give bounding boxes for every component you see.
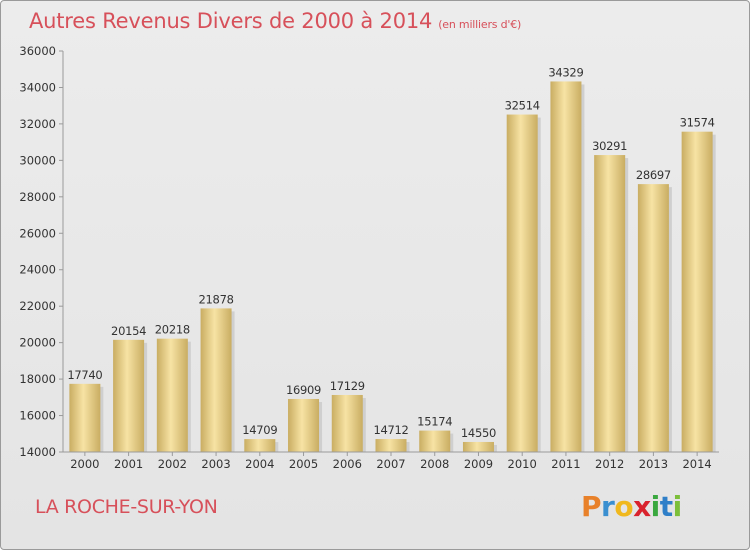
x-tick-label: 2001 — [114, 457, 143, 471]
bar — [156, 338, 188, 452]
y-tick-label: 30000 — [19, 153, 56, 167]
bar-value-label: 15174 — [417, 415, 452, 429]
bar-value-label: 30291 — [592, 139, 627, 153]
logo-letter: t — [659, 490, 673, 523]
chart-title-text: Autres Revenus Divers de 2000 à 2014 — [29, 9, 433, 33]
x-tick-label: 2002 — [158, 457, 187, 471]
bar — [288, 398, 320, 452]
bar — [462, 441, 494, 452]
bar-value-label: 20154 — [111, 324, 146, 338]
y-tick-label: 22000 — [19, 299, 56, 313]
bar-value-label: 31574 — [680, 116, 715, 130]
x-tick-label: 2003 — [201, 457, 230, 471]
y-tick-label: 16000 — [19, 409, 56, 423]
x-axis: 2000 2001 2002 2003 2004 2005 2006 2007 2008 2009… — [63, 451, 719, 471]
bar — [375, 439, 407, 452]
x-tick-label: 2011 — [551, 457, 580, 471]
proxiti-logo: Proxiti — [581, 490, 682, 523]
x-tick-label: 2010 — [508, 457, 537, 471]
bar-value-label: 20218 — [155, 323, 190, 337]
bar — [681, 131, 713, 453]
x-tick-label: 2000 — [70, 457, 99, 471]
y-tick-label: 28000 — [19, 190, 56, 204]
bar-series: 17740 20154 20218 21878 14709 16909 17129 14712… — [67, 65, 716, 453]
y-tick-label: 32000 — [19, 117, 56, 131]
bar — [200, 308, 232, 452]
y-tick-label: 34000 — [19, 80, 56, 94]
bar — [506, 114, 538, 452]
x-tick-label: 2013 — [639, 457, 668, 471]
x-tick-label: 2008 — [420, 457, 449, 471]
bar-value-label: 17740 — [67, 368, 102, 382]
y-tick-label: 24000 — [19, 263, 56, 277]
city-name: LA ROCHE-SUR-YON — [35, 496, 218, 518]
bar-value-label: 14712 — [373, 423, 408, 437]
y-tick-label: 14000 — [19, 445, 56, 459]
y-tick-label: 36000 — [19, 44, 56, 58]
logo-letter: x — [633, 490, 651, 523]
bar — [550, 81, 582, 453]
bar-value-label: 21878 — [199, 292, 234, 306]
x-tick-label: 2012 — [595, 457, 624, 471]
x-tick-label: 2005 — [289, 457, 318, 471]
bar-value-label: 17129 — [330, 379, 365, 393]
logo-letter: i — [672, 490, 683, 523]
x-tick-label: 2007 — [376, 457, 405, 471]
bar — [331, 394, 363, 452]
logo-letter: o — [614, 490, 634, 523]
bar-value-label: 32514 — [505, 99, 540, 113]
logo-letter: i — [650, 490, 661, 523]
bar-value-label: 14709 — [242, 423, 277, 437]
bar-value-label: 34329 — [548, 65, 583, 79]
x-tick-label: 2006 — [333, 457, 362, 471]
y-tick-label: 20000 — [19, 336, 56, 350]
chart-subtitle: (en milliers d'€) — [438, 18, 522, 31]
logo-letter: P — [581, 490, 602, 523]
bar — [113, 339, 145, 452]
bar — [594, 155, 626, 452]
bar — [419, 430, 451, 452]
x-tick-label: 2004 — [245, 457, 274, 471]
logo-letter: r — [601, 490, 615, 523]
x-tick-label: 2014 — [682, 457, 711, 471]
bar-value-label: 14550 — [461, 426, 496, 440]
chart-title: Autres Revenus Divers de 2000 à 2014 (en … — [29, 9, 521, 33]
bar-value-label: 16909 — [286, 383, 321, 397]
bar — [69, 383, 101, 452]
x-tick-label: 2009 — [464, 457, 493, 471]
y-axis: 14000 16000 18000 20000 22000 24000 26000 28000… — [19, 44, 64, 459]
bar — [637, 184, 669, 452]
bar — [244, 439, 276, 452]
y-tick-label: 18000 — [19, 372, 56, 386]
y-tick-label: 26000 — [19, 226, 56, 240]
bar-value-label: 28697 — [636, 168, 671, 182]
